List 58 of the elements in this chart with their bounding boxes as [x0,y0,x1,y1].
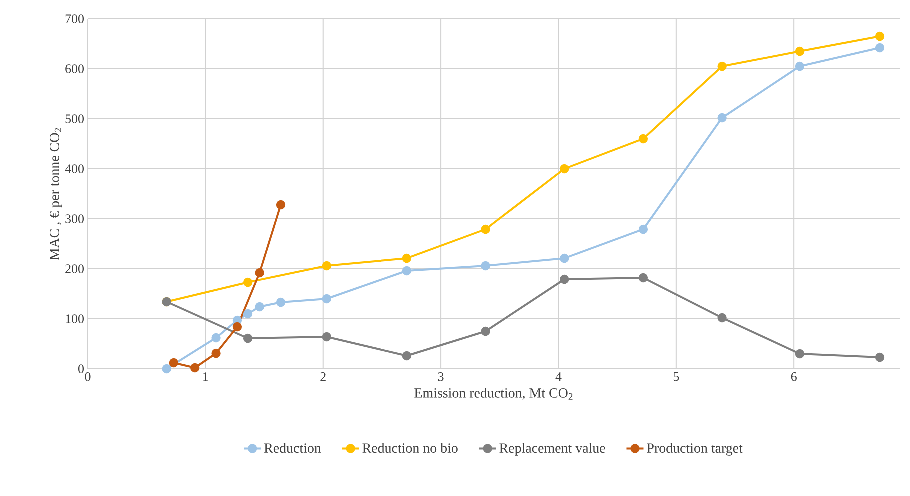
point [212,348,221,358]
point [322,261,332,271]
point [276,200,286,210]
point [560,164,570,174]
point [322,294,332,304]
legend-label: Production target [647,443,743,456]
point [481,261,490,271]
y-tick-label: 300 [66,214,84,224]
point [638,273,648,283]
point [276,298,286,308]
point [232,322,242,332]
x-axis-title: Emission reduction, Mt CO$_{2}$ [414,388,573,400]
point [795,46,805,56]
point [481,326,490,336]
point [560,274,570,284]
point [190,363,200,373]
point [718,313,727,323]
x-tick-label: 3 [438,372,444,382]
point [795,62,805,72]
y-tick-label: 600 [66,64,84,74]
y-tick-label: 500 [66,114,84,124]
point [169,358,178,368]
y-tick-label: 200 [66,264,84,274]
x-tick-label: 4 [556,372,562,382]
point [255,302,264,312]
y-axis-title: MAC , € per tonne CO$_{2}$ [50,128,62,260]
legend-label: Replacement value [500,443,606,456]
y-tick-label: 700 [66,14,84,24]
point [875,32,885,42]
legend-label: Reduction [264,443,322,453]
point [243,334,253,344]
point [322,332,332,342]
point [243,309,253,319]
point [255,268,264,278]
point [718,113,727,123]
point [402,266,412,276]
point [795,349,805,359]
x-tick-label: 5 [674,372,680,382]
point [560,254,570,264]
y-tick-label: 400 [65,164,84,174]
x-tick-label: 1 [204,372,208,382]
y-tick-label: 0 [78,364,84,374]
point [402,351,412,361]
point [212,333,221,343]
x-tick-label: 6 [791,372,797,382]
point [162,364,172,374]
y-tick-label: 100 [66,314,84,324]
x-tick-label: 2 [320,372,326,382]
point [718,62,727,72]
point [402,254,412,264]
point [481,224,490,234]
point [875,352,885,362]
point [243,278,253,288]
legend-label: Reduction no bio [362,443,458,453]
point [875,43,885,53]
x-tick-label: 0 [85,372,91,382]
point [638,134,648,144]
point [638,224,648,234]
